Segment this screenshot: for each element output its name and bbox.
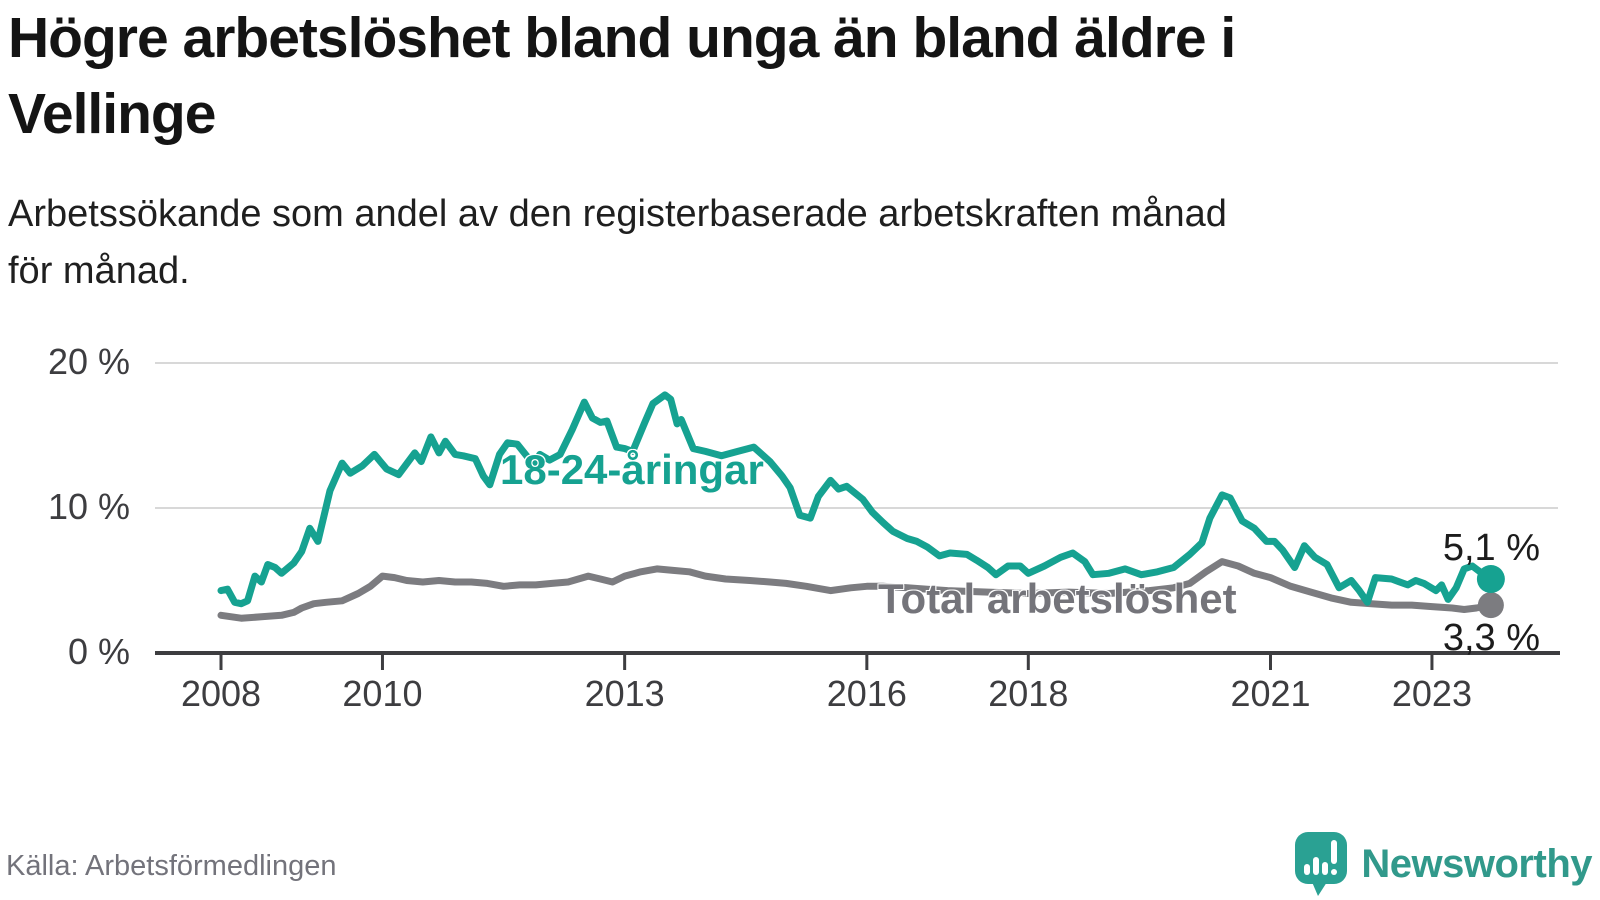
x-tick-label-2016: 2016 xyxy=(827,673,907,714)
x-tick-label-2023: 2023 xyxy=(1392,673,1472,714)
x-tick-label-2021: 2021 xyxy=(1230,673,1310,714)
brand-name: Newsworthy xyxy=(1361,841,1592,886)
page-title-line-2: Vellinge xyxy=(8,82,216,146)
page-title: Högre arbetslöshet bland unga än bland ä… xyxy=(8,0,1588,152)
y-axis-label-10: 10 % xyxy=(47,486,130,527)
line-chart: 2008 2010 2013 2016 2018 2021 2023 xyxy=(155,362,1560,714)
newsworthy-logo-icon xyxy=(1295,832,1348,896)
page-subtitle-line-1: Arbetssökande som andel av den registerb… xyxy=(8,193,1227,235)
page-subtitle: Arbetssökande som andel av den registerb… xyxy=(8,186,1578,300)
series-line-total xyxy=(217,558,1495,622)
series-label-youth: 18-24-åringar xyxy=(500,446,764,493)
y-axis-label-0: 0 % xyxy=(67,631,130,672)
source-text: Källa: Arbetsförmedlingen xyxy=(6,850,337,882)
x-tick-label-2010: 2010 xyxy=(342,673,422,714)
x-tick-label-2018: 2018 xyxy=(988,673,1068,714)
series-label-total: Total arbetslöshet xyxy=(878,575,1237,622)
end-value-label-youth: 5,1 % xyxy=(1442,527,1540,569)
y-axis-label-20: 20 % xyxy=(47,341,130,382)
series-dot-total xyxy=(1477,592,1504,619)
x-tick-label-2013: 2013 xyxy=(585,673,665,714)
series-dot-youth xyxy=(1476,565,1505,594)
page-title-line-1: Högre arbetslöshet bland unga än bland ä… xyxy=(8,6,1236,70)
page-subtitle-line-2: för månad. xyxy=(8,250,190,292)
series-line-youth xyxy=(217,391,1495,608)
brand-lockup: Newsworthy xyxy=(1293,830,1592,898)
x-tick-label-2008: 2008 xyxy=(181,673,261,714)
end-value-label-total: 3,3 % xyxy=(1442,617,1540,659)
